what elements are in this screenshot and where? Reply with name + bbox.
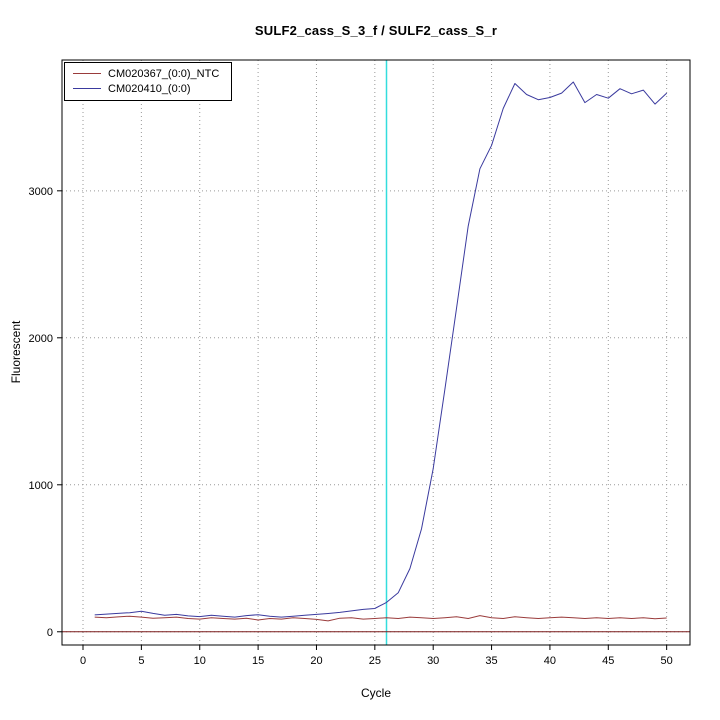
legend-label-ntc: CM020367_(0:0)_NTC: [108, 67, 220, 80]
x-tick-label: 15: [252, 655, 264, 667]
x-tick-label: 40: [544, 655, 556, 667]
x-axis-label: Cycle: [360, 686, 392, 700]
y-tick-label: 3000: [29, 186, 53, 198]
y-tick-label: 2000: [29, 333, 53, 345]
y-axis-label: Fluorescent: [9, 320, 23, 384]
chart-title: SULF2_cass_S_3_f / SULF2_cass_S_r: [254, 23, 498, 38]
x-tick-label: 45: [602, 655, 614, 667]
legend-label-sample: CM020410_(0:0): [108, 82, 191, 95]
x-tick-label: 35: [485, 655, 497, 667]
plot-border: [61, 59, 691, 646]
x-tick-label: 30: [427, 655, 439, 667]
x-tick-label: 20: [310, 655, 322, 667]
x-tick-label: 25: [369, 655, 381, 667]
x-tick-label: 10: [194, 655, 206, 667]
legend-item-ntc: CM020367_(0:0)_NTC: [73, 66, 219, 81]
legend-swatch-ntc-line: [73, 73, 101, 74]
x-tick-label: 5: [138, 655, 144, 667]
legend-item-sample: CM020410_(0:0): [73, 81, 219, 96]
legend: CM020367_(0:0)_NTC CM020410_(0:0): [64, 62, 233, 101]
legend-swatch-sample-line: [73, 88, 101, 89]
series-line-sample: [94, 81, 668, 618]
x-tick-label: 50: [661, 655, 673, 667]
series-line-ntc: [94, 615, 667, 622]
x-tick-label: 0: [80, 655, 86, 667]
y-tick-label: 1000: [29, 480, 53, 492]
y-tick-label: 0: [47, 627, 53, 639]
